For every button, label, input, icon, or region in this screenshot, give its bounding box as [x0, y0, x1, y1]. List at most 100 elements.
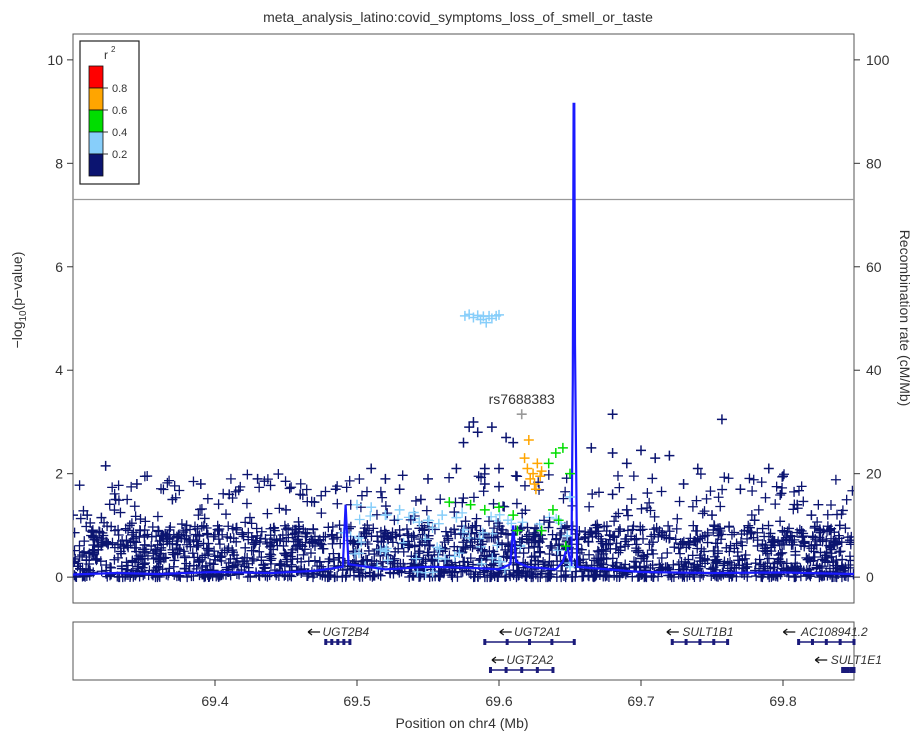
- snp-point: [586, 442, 597, 453]
- snp-point: [494, 481, 504, 492]
- gene-strand-arrow: [499, 628, 512, 636]
- snp-point: [607, 489, 618, 500]
- gene-exon: [852, 667, 856, 673]
- snp-point: [763, 463, 774, 474]
- snp-point: [309, 497, 320, 508]
- snp-point: [472, 427, 483, 438]
- x-axis-label: Position on chr4 (Mb): [395, 715, 528, 731]
- gene-exon: [843, 667, 847, 673]
- gene-label: UGT2A1: [514, 625, 561, 639]
- gene-exon: [348, 639, 352, 645]
- y-tick-label: 6: [55, 259, 63, 275]
- snp-point: [494, 502, 504, 513]
- snp-point: [281, 504, 291, 515]
- gene-exon: [551, 667, 555, 673]
- snp-point: [479, 479, 490, 490]
- snp-point: [664, 450, 675, 461]
- snp-point: [806, 510, 817, 521]
- snp-point: [525, 473, 536, 484]
- gene-strand-arrow: [666, 628, 679, 636]
- snp-point: [547, 504, 558, 515]
- snp-point: [621, 458, 632, 469]
- gene-exon: [520, 667, 524, 673]
- snp-point: [565, 468, 575, 479]
- y2-tick-label: 20: [866, 466, 882, 482]
- y-tick-label: 2: [55, 466, 63, 482]
- snp-point: [100, 460, 111, 471]
- lead-snp-label: rs7688383: [489, 391, 555, 407]
- snp-point: [528, 468, 539, 479]
- gene-exon: [726, 639, 730, 645]
- snp-point: [415, 494, 426, 505]
- legend-label: 0.8: [112, 83, 127, 95]
- y-tick-label: 0: [55, 569, 63, 585]
- snp-point: [494, 556, 504, 567]
- y2-tick-label: 0: [866, 569, 874, 585]
- snp-point: [380, 510, 391, 521]
- gene-exon: [712, 639, 716, 645]
- snp-point: [423, 473, 433, 484]
- gene-exon: [488, 667, 492, 673]
- snp-point: [494, 463, 504, 474]
- snp-point: [380, 473, 391, 484]
- gene-exon: [572, 639, 576, 645]
- gene-exon: [330, 639, 334, 645]
- snp-point: [352, 499, 362, 510]
- snp-point: [444, 497, 455, 508]
- snp-point: [465, 499, 476, 510]
- snp-point: [481, 317, 492, 328]
- gene-exon: [535, 667, 539, 673]
- snp-point: [716, 414, 727, 425]
- snp-point: [181, 520, 192, 531]
- snp-point: [131, 479, 142, 490]
- plot-content: [73, 102, 854, 583]
- y-tick-label: 8: [55, 155, 63, 171]
- y-axis-label-pre: −log: [9, 322, 25, 349]
- gene-label: UGT2B4: [322, 625, 369, 639]
- snp-point: [512, 525, 523, 536]
- y-axis-label-post: (p−value): [9, 252, 25, 311]
- gene-exon: [810, 639, 814, 645]
- snp-point: [468, 312, 479, 323]
- gene-label: SULT1E1: [831, 653, 882, 667]
- snp-point: [636, 445, 646, 456]
- snp-band-markers-light: [338, 507, 575, 578]
- snp-point: [607, 409, 618, 420]
- r2-legend: r 2 0.8 0.6 0.4 0.2: [79, 40, 140, 185]
- snp-point: [408, 507, 419, 518]
- gene-exon: [838, 639, 842, 645]
- snp-point: [522, 463, 533, 474]
- snp-point: [543, 458, 554, 469]
- y2-axis-label: Recombination rate (cM/Mb): [897, 230, 913, 407]
- gene-exon: [483, 639, 487, 645]
- snp-point: [479, 504, 490, 515]
- gene-exon: [550, 639, 554, 645]
- snp-point: [73, 510, 78, 521]
- snp-point: [366, 463, 377, 474]
- x-tick-label: 69.6: [485, 693, 512, 709]
- legend-title: r: [104, 48, 108, 62]
- snp-point: [501, 432, 512, 443]
- snp-point: [536, 525, 547, 536]
- legend-title-sup: 2: [111, 45, 116, 54]
- snp-point: [707, 510, 717, 521]
- snp-point: [330, 484, 341, 495]
- snp-point: [458, 437, 469, 448]
- snp-point: [195, 479, 206, 490]
- snp-point: [550, 447, 561, 458]
- snp-point: [464, 422, 475, 433]
- chart-title: meta_analysis_latino:covid_symptoms_loss…: [263, 9, 653, 25]
- snp-point: [792, 499, 803, 510]
- snp-point: [535, 471, 546, 482]
- snp-band: [73, 468, 854, 583]
- gene-exon: [852, 639, 856, 645]
- legend-swatch: [88, 153, 104, 177]
- snp-point: [508, 510, 519, 521]
- snp-point: [451, 512, 462, 523]
- snp-point: [494, 309, 504, 320]
- snp-point: [437, 510, 448, 521]
- snp-point: [532, 458, 543, 469]
- y-tick-label: 10: [47, 52, 63, 68]
- snp-point: [508, 437, 519, 448]
- x-tick-label: 69.7: [627, 693, 654, 709]
